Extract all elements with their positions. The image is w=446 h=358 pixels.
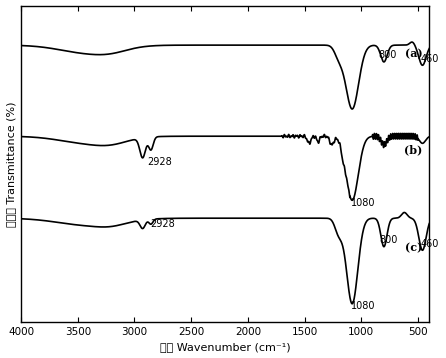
Text: 1080: 1080 [351,301,376,311]
Text: 800: 800 [380,235,398,245]
Text: 460: 460 [421,239,439,249]
Y-axis label: 透射率 Transmittance (%): 透射率 Transmittance (%) [5,101,16,227]
Text: (b): (b) [404,144,422,155]
Text: (a): (a) [405,48,422,59]
Text: 800: 800 [378,50,396,60]
X-axis label: 波数 Wavenumber (cm⁻¹): 波数 Wavenumber (cm⁻¹) [160,343,290,352]
Text: 1080: 1080 [351,198,376,208]
Text: 2928: 2928 [150,219,175,229]
Text: 460: 460 [421,54,439,64]
Text: (c): (c) [405,242,422,253]
Text: 2928: 2928 [147,156,172,166]
